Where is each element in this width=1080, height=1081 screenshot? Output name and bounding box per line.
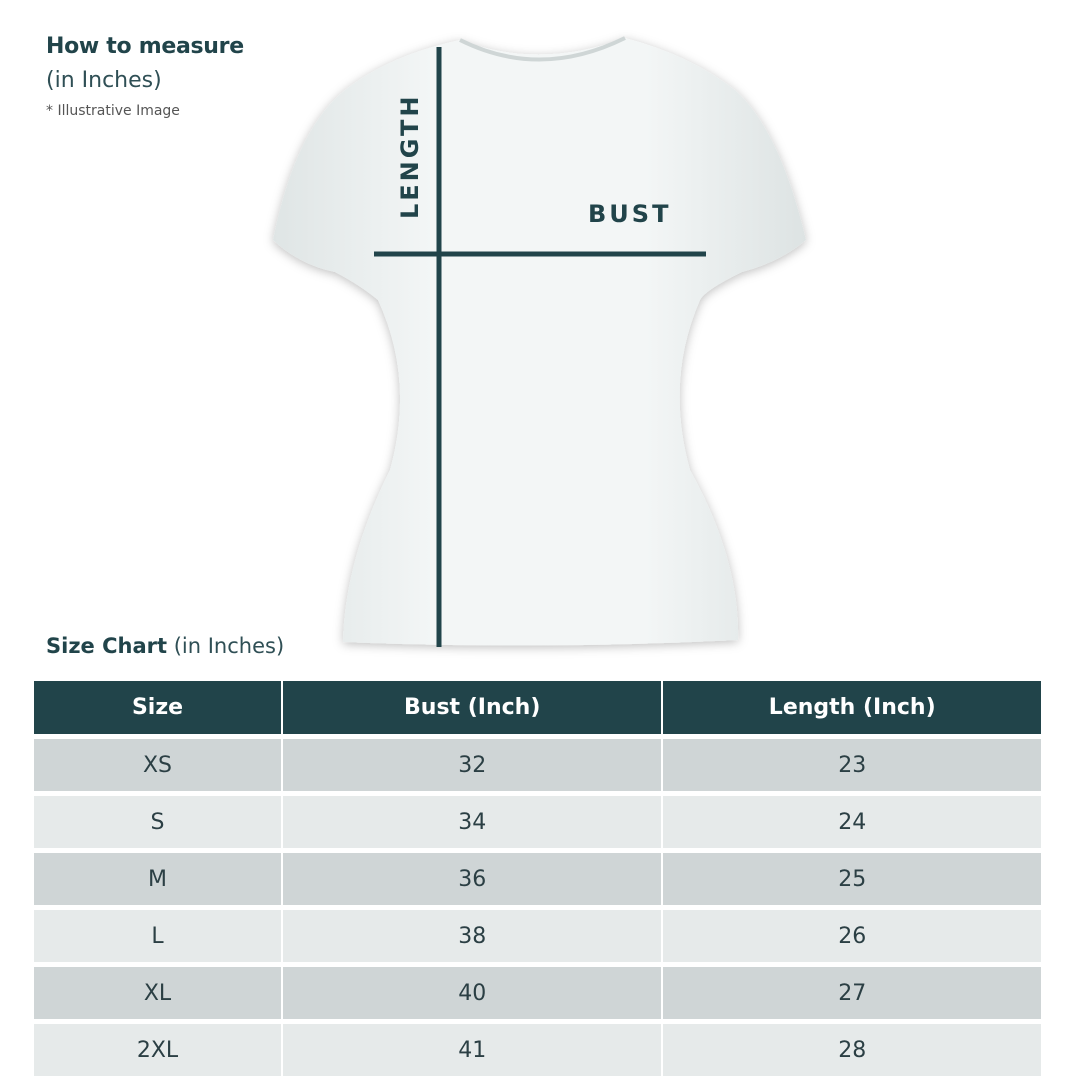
cell-length: 24 — [663, 796, 1041, 848]
table-row: M 36 25 — [34, 853, 1041, 905]
cell-bust: 41 — [283, 1024, 662, 1076]
cell-bust: 36 — [283, 853, 662, 905]
table-row: L 38 26 — [34, 910, 1041, 962]
cell-length: 26 — [663, 910, 1041, 962]
bust-label: BUST — [588, 200, 672, 228]
size-chart-title-text: Size Chart — [46, 634, 168, 658]
cell-size: M — [34, 853, 281, 905]
table-row: XL 40 27 — [34, 967, 1041, 1019]
illustrative-note: * Illustrative Image — [46, 103, 180, 119]
page-subtitle: (in Inches) — [46, 68, 162, 93]
cell-length: 25 — [663, 853, 1041, 905]
cell-size: XS — [34, 739, 281, 791]
size-chart-table: Size Bust (Inch) Length (Inch) XS 32 23 S 34… — [32, 676, 1043, 1081]
column-header-length: Length (Inch) — [663, 681, 1041, 734]
tshirt-shape — [273, 38, 806, 646]
size-chart-title: Size Chart (in Inches) — [46, 634, 284, 658]
cell-length: 23 — [663, 739, 1041, 791]
cell-length: 27 — [663, 967, 1041, 1019]
column-header-size: Size — [34, 681, 281, 734]
page-title: How to measure — [46, 34, 244, 59]
cell-bust: 40 — [283, 967, 662, 1019]
table-header-row: Size Bust (Inch) Length (Inch) — [34, 681, 1041, 734]
cell-bust: 34 — [283, 796, 662, 848]
cell-size: L — [34, 910, 281, 962]
length-label: LENGTH — [396, 93, 424, 219]
cell-size: 2XL — [34, 1024, 281, 1076]
tshirt-illustration — [273, 36, 806, 647]
table-row: 2XL 41 28 — [34, 1024, 1041, 1076]
table-row: XS 32 23 — [34, 739, 1041, 791]
column-header-bust: Bust (Inch) — [283, 681, 662, 734]
cell-length: 28 — [663, 1024, 1041, 1076]
cell-bust: 38 — [283, 910, 662, 962]
table-row: S 34 24 — [34, 796, 1041, 848]
cell-size: XL — [34, 967, 281, 1019]
size-chart-unit: (in Inches) — [173, 634, 285, 658]
cell-bust: 32 — [283, 739, 662, 791]
cell-size: S — [34, 796, 281, 848]
